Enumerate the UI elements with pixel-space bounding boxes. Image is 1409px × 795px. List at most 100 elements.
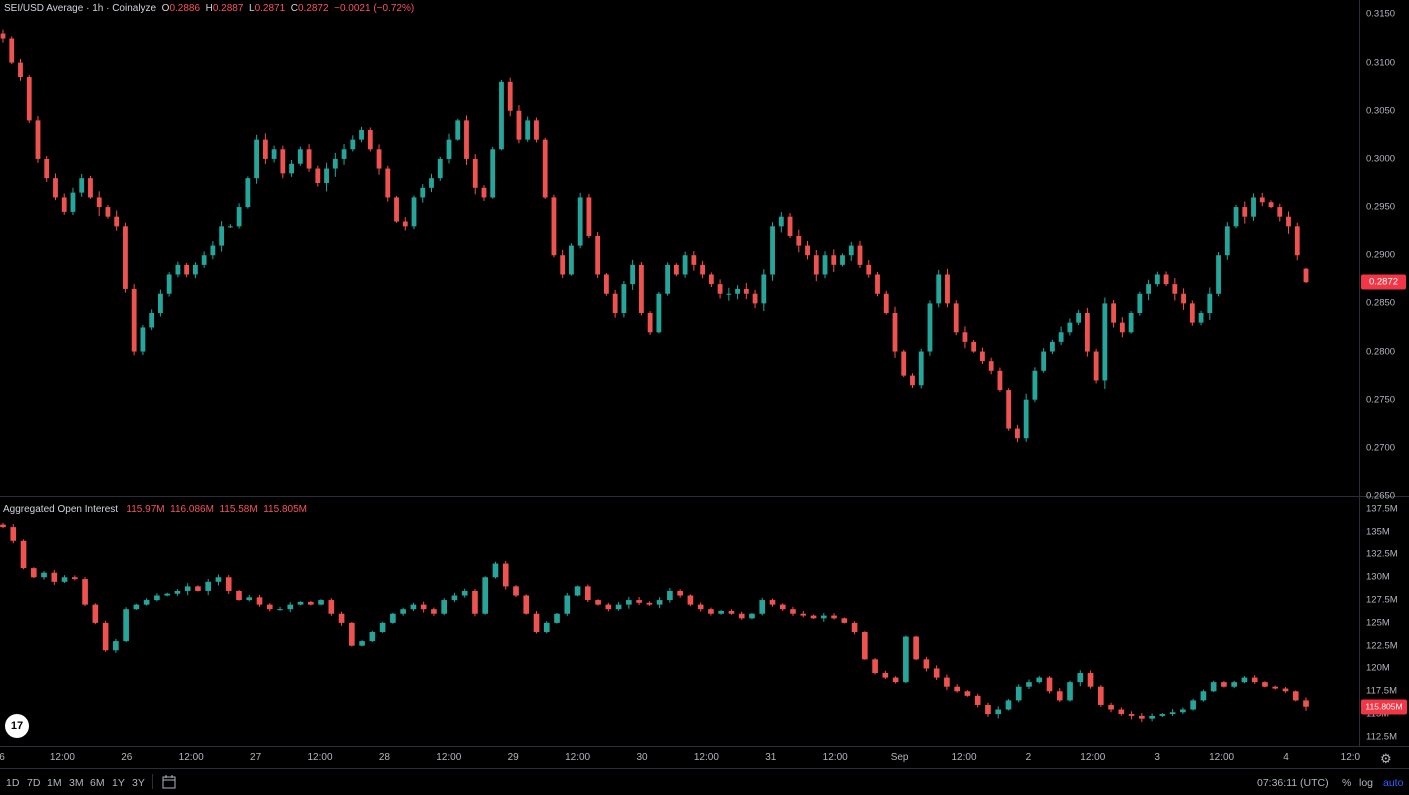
range-3m-button[interactable]: 3M xyxy=(69,777,84,789)
price-candle xyxy=(586,193,592,239)
oi-low-value: 115.58M xyxy=(219,504,258,515)
time-tick-label: 12:00 xyxy=(49,752,75,763)
auto-scale-toggle[interactable]: auto xyxy=(1383,777,1404,789)
oi-candle xyxy=(420,601,427,613)
price-candle xyxy=(1023,393,1029,442)
price-candle xyxy=(61,193,67,215)
price-candle xyxy=(306,144,312,172)
price-candle xyxy=(1058,326,1064,345)
oi-candle xyxy=(1026,679,1032,690)
oi-candle xyxy=(564,592,571,616)
price-candle xyxy=(603,272,609,296)
oi-candle xyxy=(974,693,981,708)
price-candle xyxy=(227,224,233,228)
range-6m-button[interactable]: 6M xyxy=(90,777,105,789)
oi-candle xyxy=(574,585,581,597)
price-candle xyxy=(1181,288,1186,310)
axis-tick-label: 0.2800 xyxy=(1366,346,1396,358)
price-candle xyxy=(0,29,6,43)
axis-tick-label: 132.5M xyxy=(1366,548,1398,560)
price-candle xyxy=(53,173,58,201)
oi-candle xyxy=(472,589,478,617)
price-candle xyxy=(691,251,697,271)
close-value: 0.2872 xyxy=(297,3,329,14)
price-candle xyxy=(315,165,321,187)
price-candle xyxy=(796,229,802,253)
oi-candle xyxy=(1046,676,1053,694)
price-candle xyxy=(534,117,539,143)
price-candle xyxy=(936,270,942,308)
oi-candle xyxy=(225,575,232,595)
price-candle xyxy=(778,212,784,233)
oi-candle xyxy=(1087,670,1094,689)
oi-candle xyxy=(451,592,458,603)
settings-gear-icon[interactable]: ⚙ xyxy=(1380,751,1392,766)
range-7d-button[interactable]: 7D xyxy=(27,777,41,789)
price-candle xyxy=(1128,311,1134,334)
time-tick-label: 4 xyxy=(1283,752,1289,763)
log-scale-toggle[interactable]: log xyxy=(1359,777,1374,789)
price-candle xyxy=(114,210,120,231)
axis-tick-label: 0.2950 xyxy=(1366,201,1396,213)
date-range-calendar-icon[interactable] xyxy=(162,775,176,789)
oi-candle xyxy=(1118,707,1125,716)
range-1m-button[interactable]: 1M xyxy=(47,777,62,789)
range-3y-button[interactable]: 3Y xyxy=(132,777,145,789)
high-label: H xyxy=(205,3,213,14)
price-candle xyxy=(1233,204,1239,229)
oi-candle xyxy=(1056,688,1063,702)
price-candle xyxy=(1242,201,1248,224)
oi-candle xyxy=(297,601,304,606)
axis-tick-label: 122.5M xyxy=(1366,640,1398,652)
percent-scale-toggle[interactable]: % xyxy=(1342,777,1352,789)
time-tick-label: 12:00 xyxy=(693,752,719,763)
oi-candle xyxy=(61,575,68,583)
oi-candle xyxy=(307,600,314,606)
axis-tick-label: 0.2750 xyxy=(1366,394,1396,406)
price-candle xyxy=(1067,318,1073,336)
open-interest-candlestick-chart[interactable] xyxy=(0,497,1359,746)
price-candle xyxy=(1111,299,1117,328)
bottom-toolbar: 1D 7D 1M 3M 6M 1Y 3Y 07:36:11 (UTC) % lo… xyxy=(0,768,1409,795)
price-candle xyxy=(665,262,671,296)
price-chart-pane[interactable]: SEI/USD Average · 1h · Coinalyze O0.2886… xyxy=(0,0,1359,496)
price-candle xyxy=(595,232,601,279)
oi-candle xyxy=(708,607,714,616)
oi-legend-title: Aggregated Open Interest xyxy=(3,504,119,515)
time-axis[interactable]: 6 12:00 26 12:00 27 12:00 28 12:00 29 12:00 30 12:0… xyxy=(0,746,1360,768)
low-label: L xyxy=(249,3,255,14)
price-candle xyxy=(883,290,889,315)
price-candle xyxy=(499,79,504,151)
oi-candle xyxy=(1015,684,1022,703)
oi-candle xyxy=(20,539,27,570)
price-candle xyxy=(560,249,566,278)
axis-tick-label: 0.2850 xyxy=(1366,297,1396,309)
price-candle xyxy=(420,184,426,203)
price-candle xyxy=(542,137,548,199)
oi-candle xyxy=(205,578,212,596)
tradingview-logo-icon[interactable]: 17 xyxy=(5,714,29,738)
oi-candle xyxy=(779,603,786,611)
open-interest-pane[interactable]: Aggregated Open Interest 115.97M 116.086… xyxy=(0,497,1359,746)
range-1d-button[interactable]: 1D xyxy=(6,777,20,789)
oi-candle xyxy=(502,560,509,590)
range-1y-button[interactable]: 1Y xyxy=(112,777,125,789)
price-candle xyxy=(840,253,845,267)
price-candle xyxy=(1207,287,1213,320)
price-candle xyxy=(1041,348,1047,373)
price-candle xyxy=(1172,278,1178,301)
pane-separator[interactable] xyxy=(0,496,1409,497)
oi-candle xyxy=(277,606,283,611)
oi-candle xyxy=(1139,713,1145,723)
price-candlestick-chart[interactable] xyxy=(0,0,1359,496)
price-candle xyxy=(464,115,469,165)
oi-candle xyxy=(646,601,653,606)
utc-clock[interactable]: 07:36:11 (UTC) xyxy=(1257,777,1329,789)
price-candle xyxy=(376,144,382,175)
time-axis-border xyxy=(0,746,1409,747)
oi-candle xyxy=(543,621,550,634)
price-candle xyxy=(1093,348,1099,384)
price-candle xyxy=(1146,279,1151,301)
price-candle xyxy=(1154,271,1160,287)
price-axis[interactable]: 0.3150 0.3100 0.3050 0.3000 0.2950 0.2900 0.28… xyxy=(1360,0,1409,502)
